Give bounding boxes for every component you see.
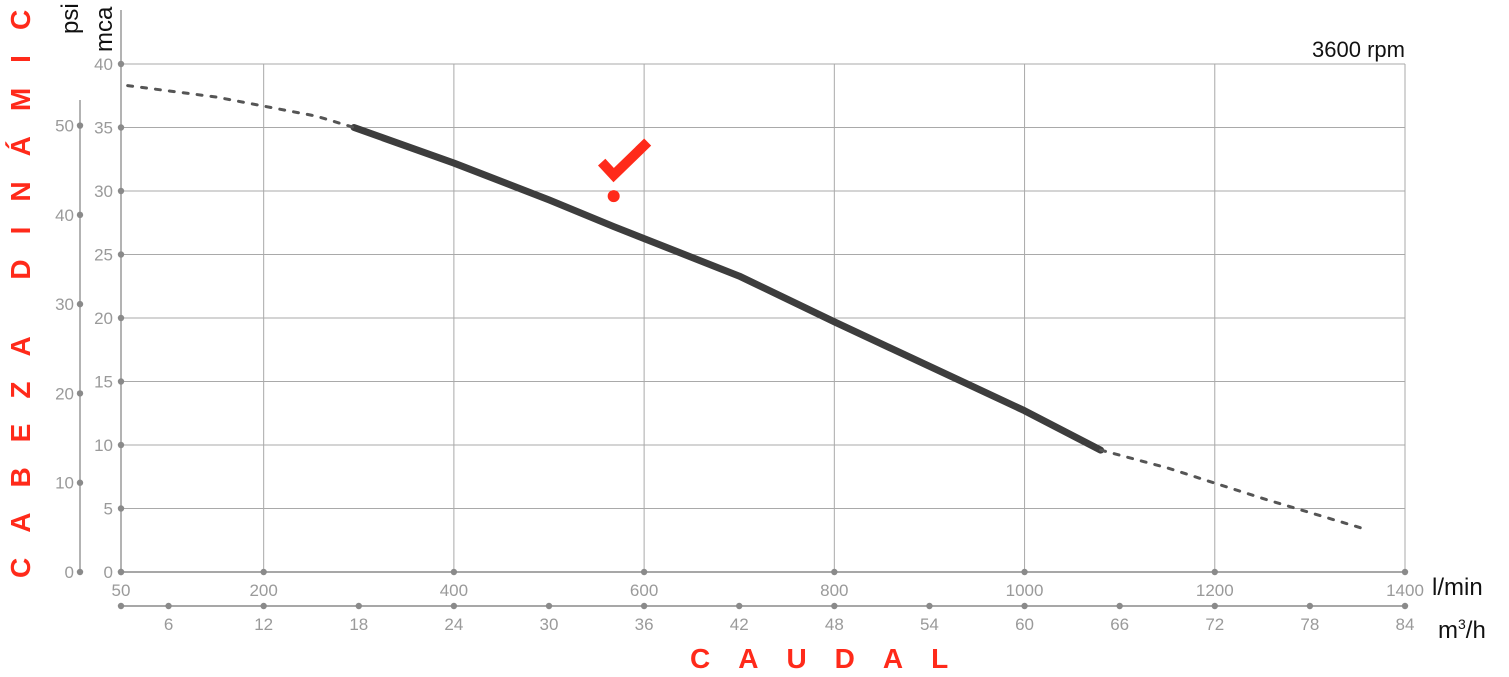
y-tick-dot <box>117 251 125 258</box>
m3h-tick-label: 12 <box>254 615 273 634</box>
psi-tick-label: 0 <box>65 563 74 582</box>
y-tick-dot <box>117 124 125 131</box>
x-tick-label: 1200 <box>1196 581 1234 600</box>
y-tick-label: 25 <box>94 246 113 265</box>
x-tick-dot <box>450 568 458 576</box>
m3h-tick-dot <box>926 602 933 610</box>
x-tick-dot <box>1021 568 1028 576</box>
x-tick-label: 400 <box>440 581 468 600</box>
m3h-tick-dot <box>165 602 172 610</box>
y-tick-dot <box>117 314 125 322</box>
m3h-tick-label: 18 <box>349 615 368 634</box>
y-tick-label: 5 <box>104 500 113 519</box>
m3h-tick-dot <box>355 602 362 610</box>
y-tick-label: 35 <box>94 119 113 138</box>
m3h-tick-label: 72 <box>1205 615 1224 634</box>
x-tick-dot <box>640 568 648 576</box>
m3h-tick-dot <box>450 602 458 610</box>
y-unit-mca: mca <box>91 6 118 52</box>
x-tick-label: 50 <box>112 581 131 600</box>
psi-tick-label: 20 <box>55 384 74 403</box>
psi-tick-label: 40 <box>55 206 74 225</box>
y-unit-psi: psi <box>57 3 84 34</box>
psi-tick-dot <box>76 568 84 576</box>
y-tick-label: 30 <box>94 182 113 201</box>
m3h-tick-label: 48 <box>825 615 844 634</box>
m3h-tick-label: 84 <box>1396 615 1415 634</box>
m3h-tick-dot <box>1116 602 1123 610</box>
y-tick-dot <box>117 505 125 512</box>
x-tick-dot <box>831 568 838 576</box>
m3h-tick-label: 36 <box>635 615 654 634</box>
m3h-tick-label: 54 <box>920 615 939 634</box>
m3h-tick-label: 6 <box>164 615 173 634</box>
pump-curve-dashed <box>1099 448 1366 531</box>
y-tick-dot <box>117 378 125 385</box>
y-tick-label: 20 <box>94 309 113 328</box>
operating-point <box>607 190 620 203</box>
x-tick-label: 1400 <box>1386 581 1424 600</box>
x-tick-label: 600 <box>630 581 658 600</box>
m3h-tick-dot <box>831 602 838 610</box>
m3h-tick-dot <box>640 602 648 610</box>
psi-tick-label: 10 <box>55 474 74 493</box>
x-tick-label: 800 <box>820 581 848 600</box>
psi-tick-dot <box>76 122 84 129</box>
y-tick-dot <box>117 60 125 68</box>
x-unit-lmin: l/min <box>1432 574 1483 601</box>
pump-curve-solid <box>350 124 1105 454</box>
x-tick-dot <box>1211 568 1218 576</box>
m3h-tick-dot <box>1306 602 1314 610</box>
m3h-tick-label: 78 <box>1300 615 1319 634</box>
x-tick-label: 1000 <box>1006 581 1044 600</box>
psi-tick-dot <box>76 390 84 397</box>
psi-tick-dot <box>76 300 84 308</box>
psi-tick-label: 50 <box>55 117 74 136</box>
y-tick-dot <box>117 187 125 195</box>
m3h-tick-dot <box>1021 602 1028 610</box>
m3h-tick-label: 66 <box>1110 615 1129 634</box>
x-tick-dot <box>1401 568 1409 576</box>
y-tick-dot <box>117 441 125 449</box>
m3h-tick-label: 42 <box>730 615 749 634</box>
y-tick-label: 0 <box>104 563 113 582</box>
m3h-tick-dot <box>260 602 267 610</box>
psi-tick-label: 30 <box>55 295 74 314</box>
m3h-tick-dot <box>117 602 125 610</box>
psi-tick-dot <box>76 211 84 219</box>
m3h-tick-dot <box>736 602 743 610</box>
m3h-tick-label: 24 <box>444 615 463 634</box>
pump-curve-dashed <box>126 84 356 129</box>
y-tick-label: 10 <box>94 436 113 455</box>
x-tick-dot <box>260 568 267 576</box>
y-tick-label: 15 <box>94 373 113 392</box>
psi-tick-dot <box>76 479 84 486</box>
x-axis-title: CAUDAL <box>690 643 976 674</box>
m3h-tick-dot <box>545 602 553 610</box>
y-tick-label: 40 <box>94 55 113 74</box>
rpm-annotation: 3600 rpm <box>1312 37 1405 62</box>
x-tick-label: 200 <box>249 581 277 600</box>
m3h-tick-label: 60 <box>1015 615 1034 634</box>
x-tick-dot <box>117 568 125 576</box>
m3h-tick-dot <box>1401 602 1409 610</box>
x-unit-m3h: m3/h <box>1438 616 1486 644</box>
m3h-tick-label: 30 <box>540 615 559 634</box>
m3h-tick-dot <box>1211 602 1218 610</box>
check-icon <box>598 138 652 183</box>
y-axis-title: CABEZA DINÁMICA <box>5 0 36 578</box>
